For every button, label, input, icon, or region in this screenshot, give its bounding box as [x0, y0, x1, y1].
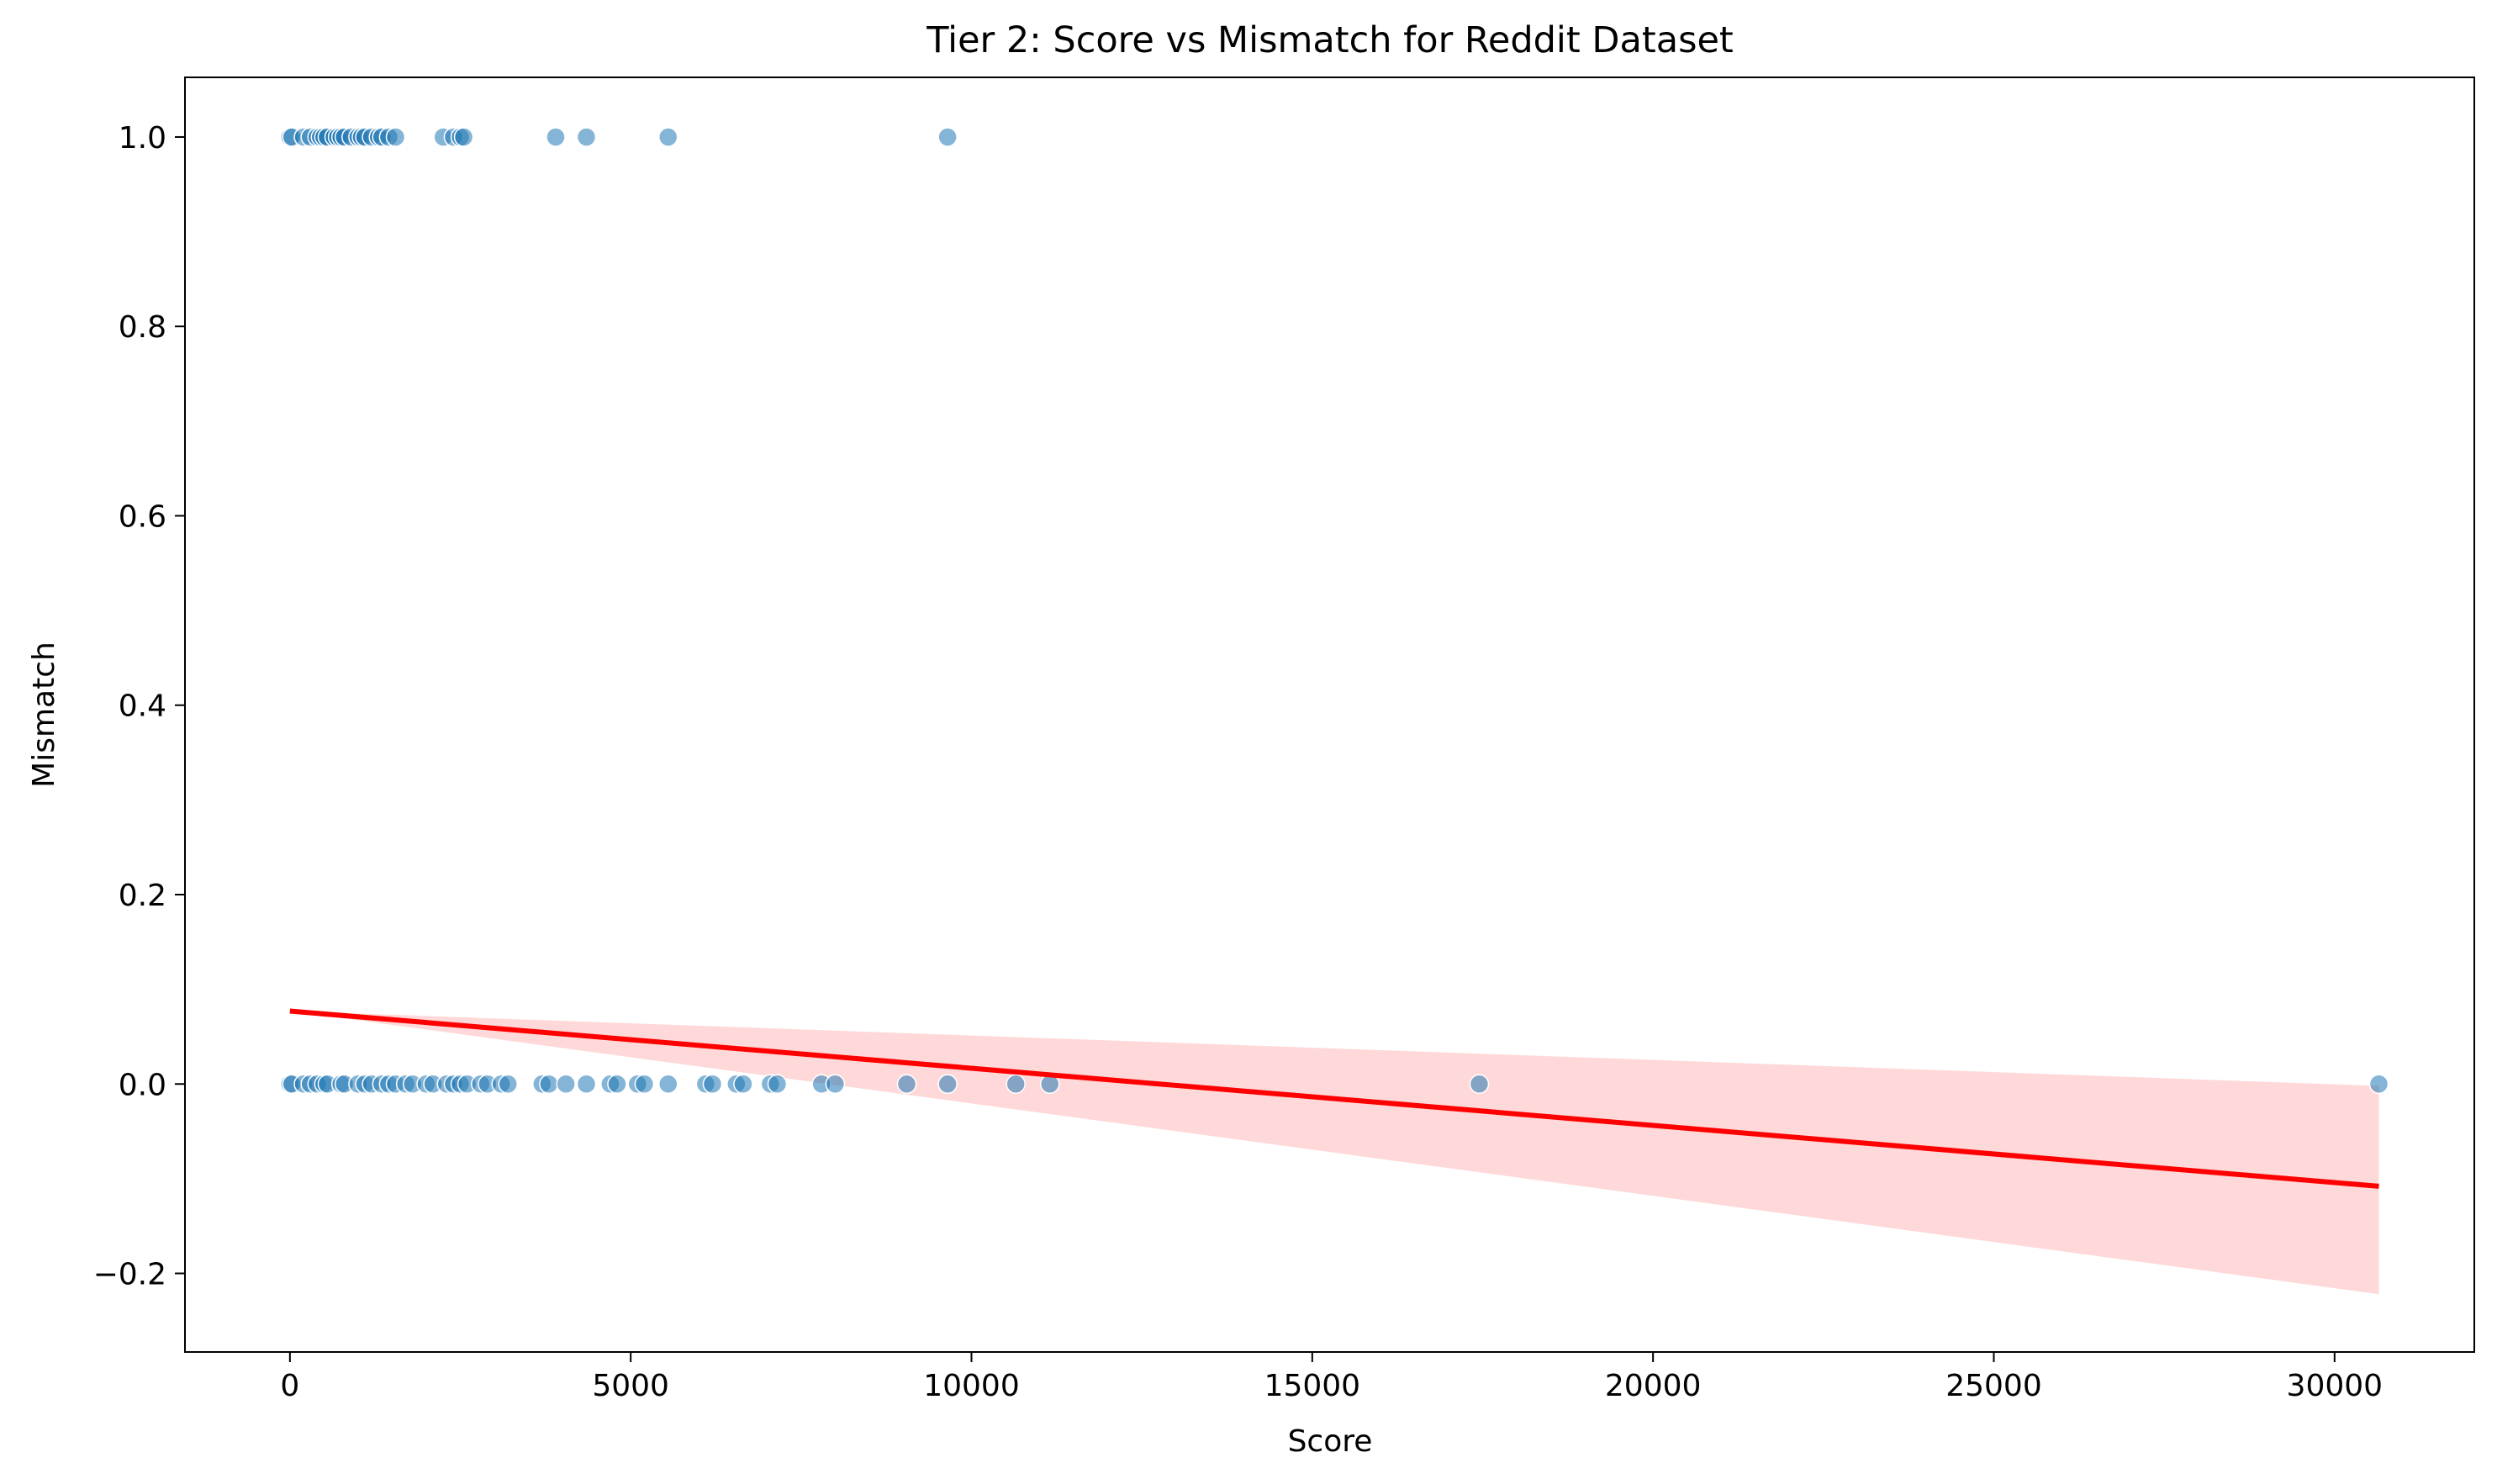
y-tick-label: 0.8	[119, 310, 166, 345]
data-point	[702, 1074, 723, 1095]
data-point	[767, 1074, 788, 1095]
data-points-layer	[280, 127, 2389, 1095]
y-axis-ticks: −0.2 0.0 0.2 0.4 0.6 0.8 1.0	[93, 121, 185, 1292]
data-point	[539, 1074, 559, 1095]
data-point	[658, 127, 678, 147]
regression-line	[289, 1008, 2379, 1189]
chart-title: Tier 2: Score vs Mismatch for Reddit Dat…	[926, 19, 1734, 61]
x-tick-label: 0	[280, 1369, 299, 1403]
x-axis-label: Score	[1288, 1424, 1373, 1459]
plot-frame	[184, 77, 2475, 1353]
y-tick-label: −0.2	[93, 1258, 166, 1292]
regression-line-layer	[289, 1008, 2379, 1189]
data-point	[1006, 1074, 1026, 1095]
data-point	[896, 1074, 917, 1095]
y-tick-label: 0.6	[119, 499, 166, 534]
data-point	[576, 1074, 597, 1095]
data-point	[576, 127, 597, 147]
data-point	[937, 1074, 958, 1095]
x-tick-label: 15000	[1264, 1369, 1361, 1403]
x-tick-label: 30000	[2287, 1369, 2384, 1403]
data-point	[498, 1074, 519, 1095]
data-point	[825, 1074, 846, 1095]
x-tick-label: 5000	[592, 1369, 669, 1403]
y-axis-label: Mismatch	[27, 642, 61, 788]
x-axis-ticks: 0 5000 10000 15000 20000 25000 30000	[280, 1352, 2383, 1403]
data-point	[607, 1074, 627, 1095]
data-point	[634, 1074, 655, 1095]
data-point	[385, 127, 406, 147]
data-point	[546, 127, 566, 147]
y-tick-label: 0.4	[119, 689, 166, 724]
x-tick-label: 25000	[1945, 1369, 2042, 1403]
data-point	[937, 127, 958, 147]
x-tick-label: 20000	[1605, 1369, 1702, 1403]
y-tick-label: 1.0	[119, 121, 166, 156]
y-tick-label: 0.2	[119, 879, 166, 913]
data-point	[2368, 1074, 2389, 1095]
y-tick-label: 0.0	[119, 1068, 166, 1102]
data-point	[1469, 1074, 1490, 1095]
data-point	[733, 1074, 753, 1095]
data-point	[658, 1074, 678, 1095]
data-point	[453, 127, 474, 147]
data-point	[556, 1074, 576, 1095]
x-tick-label: 10000	[923, 1369, 1020, 1403]
